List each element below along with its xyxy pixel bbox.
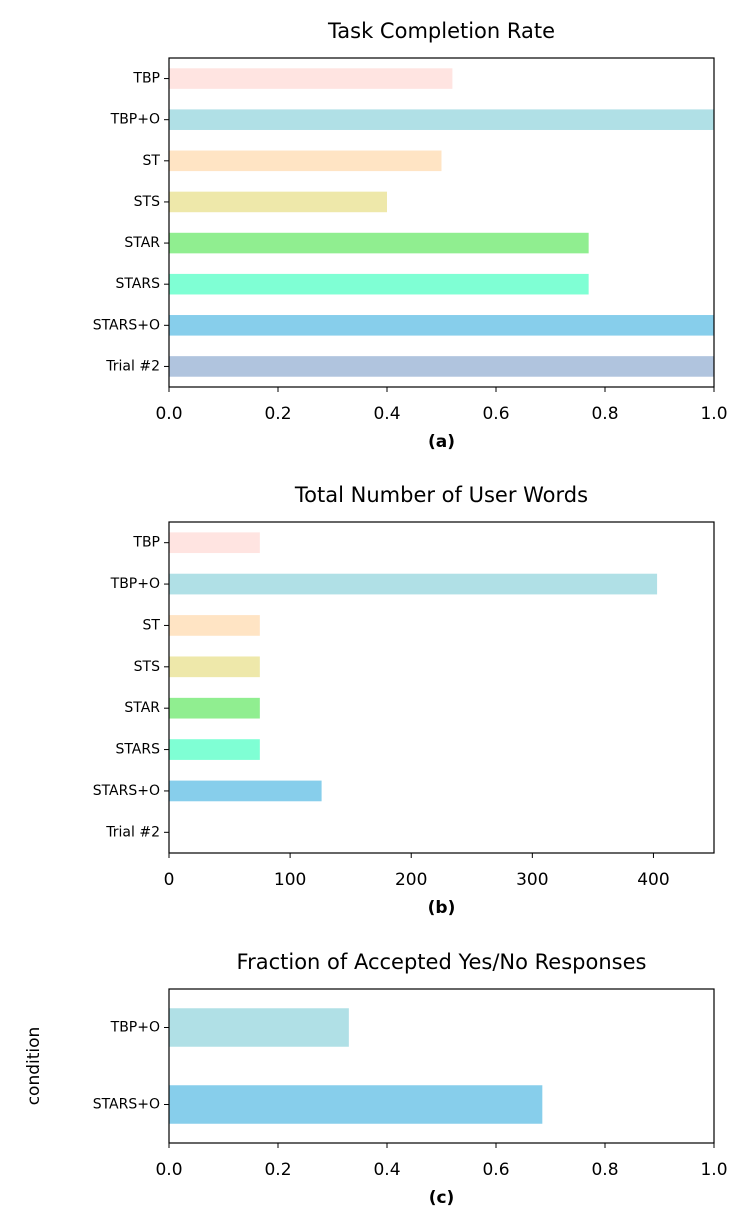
bar (169, 191, 387, 213)
bar (169, 150, 442, 172)
y-tick-label: TBP+O (110, 576, 160, 592)
bar (169, 697, 260, 719)
y-tick-label: STARS (115, 742, 160, 758)
x-tick-label: 0 (164, 870, 175, 890)
y-tick-label: STARS+O (93, 317, 160, 333)
axes-frame (168, 988, 715, 1144)
bar (169, 615, 260, 636)
x-axis-label: (c) (429, 1188, 455, 1208)
y-tick-label: STS (134, 659, 160, 675)
y-tick-label: Trial #2 (105, 358, 160, 374)
chart-title: Task Completion Rate (327, 19, 555, 43)
x-tick-label: 400 (637, 870, 669, 890)
x-tick-label: 0.4 (373, 404, 400, 424)
x-axis-label: (b) (428, 898, 456, 918)
y-tick-label: STAR (124, 235, 160, 251)
y-tick-label: STS (134, 194, 160, 210)
y-tick-label: Trial #2 (105, 824, 160, 840)
bar (169, 273, 589, 295)
axes-frame (168, 521, 715, 854)
x-tick-label: 300 (516, 870, 548, 890)
bar (169, 573, 658, 595)
x-tick-label: 100 (274, 870, 306, 890)
bar (169, 356, 714, 377)
bar (169, 780, 322, 802)
bar (169, 656, 260, 678)
x-tick-label: 0.4 (373, 1160, 400, 1180)
y-tick-label: STARS+O (93, 783, 160, 799)
y-tick-label: TBP (132, 535, 160, 551)
bar (169, 232, 589, 254)
bar (169, 315, 714, 336)
y-tick-label: TBP (132, 71, 160, 87)
x-tick-label: 1.0 (700, 404, 727, 424)
x-tick-label: 1.0 (700, 1160, 727, 1180)
x-tick-label: 0.2 (264, 404, 291, 424)
x-axis-label: (a) (428, 432, 455, 452)
bar (169, 1008, 349, 1047)
bar (169, 109, 714, 130)
chart-title: Fraction of Accepted Yes/No Responses (237, 950, 647, 974)
chart-title: Total Number of User Words (294, 483, 588, 507)
x-tick-label: 0.8 (591, 404, 618, 424)
x-tick-label: 0.6 (482, 1160, 509, 1180)
y-tick-label: ST (143, 617, 161, 633)
y-axis-label: condition (24, 1027, 44, 1106)
bar (169, 739, 260, 760)
x-tick-label: 0.6 (482, 404, 509, 424)
bar (169, 68, 453, 89)
y-tick-label: TBP+O (110, 1020, 160, 1036)
y-tick-label: TBP+O (110, 112, 160, 128)
x-tick-label: 0.2 (264, 1160, 291, 1180)
y-tick-label: STARS+O (93, 1097, 160, 1113)
x-tick-label: 0.0 (155, 1160, 182, 1180)
x-tick-label: 0.8 (591, 1160, 618, 1180)
y-tick-label: STARS (115, 276, 160, 292)
bar (169, 1085, 543, 1124)
y-tick-label: STAR (124, 700, 160, 716)
x-tick-label: 0.0 (155, 404, 182, 424)
axes-frame (168, 57, 715, 388)
bar (169, 532, 260, 554)
x-tick-label: 200 (395, 870, 427, 890)
y-tick-label: ST (143, 153, 161, 169)
